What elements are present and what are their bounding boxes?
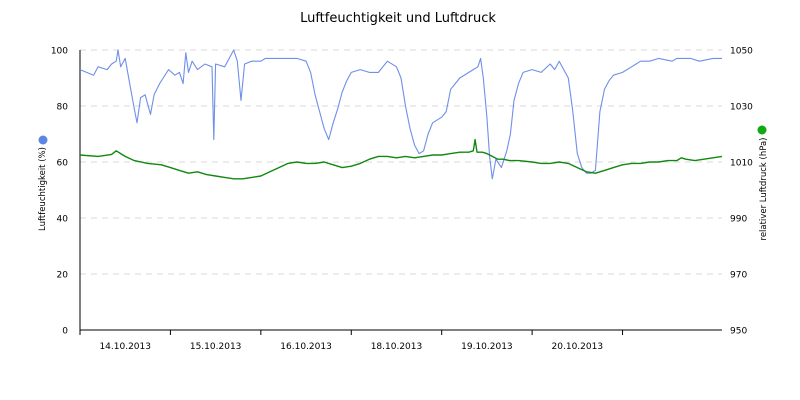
y-right-tick-label: 1010 [730,159,753,169]
series-layer [79,49,723,180]
chart-title: Luftfeuchtigkeit und Luftdruck [300,11,496,26]
y-right-axis-title: relativer Luftdruck (hPa) [759,138,769,241]
y-left-axis-title: Luftfeuchtigkeit (%) [38,147,48,231]
y-left-tick-label: 80 [57,103,69,113]
x-tick-label: 16.10.2013 [280,342,332,352]
x-tick-label: 18.10.2013 [371,342,423,352]
pressure-series-line [79,138,723,180]
axis-layer: 0 20 40 60 80 100 950 970 990 1010 1030 1050 14.10.2… [51,47,753,353]
y-right-tick-label: 950 [730,327,747,337]
x-tick-label: 19.10.2013 [461,342,513,352]
y-left-series-marker [38,135,48,145]
y-left-tick-label: 100 [51,47,68,57]
y-left-tick-label: 60 [57,159,69,169]
y-right-tick-label: 1050 [730,47,753,57]
y-left-tick-label: 20 [57,271,69,281]
grid-layer [80,49,722,275]
x-tick-label: 15.10.2013 [190,342,242,352]
y-right-tick-label: 970 [730,271,747,281]
y-left-tick-label: 40 [57,215,69,225]
x-tick-label: 14.10.2013 [99,342,151,352]
y-right-tick-label: 990 [730,215,747,225]
x-tick-label: 20.10.2013 [552,342,604,352]
y-left-tick-label: 0 [62,327,68,337]
humidity-series-line [79,49,722,180]
y-right-tick-label: 1030 [730,103,753,113]
y-right-series-marker [757,125,767,135]
